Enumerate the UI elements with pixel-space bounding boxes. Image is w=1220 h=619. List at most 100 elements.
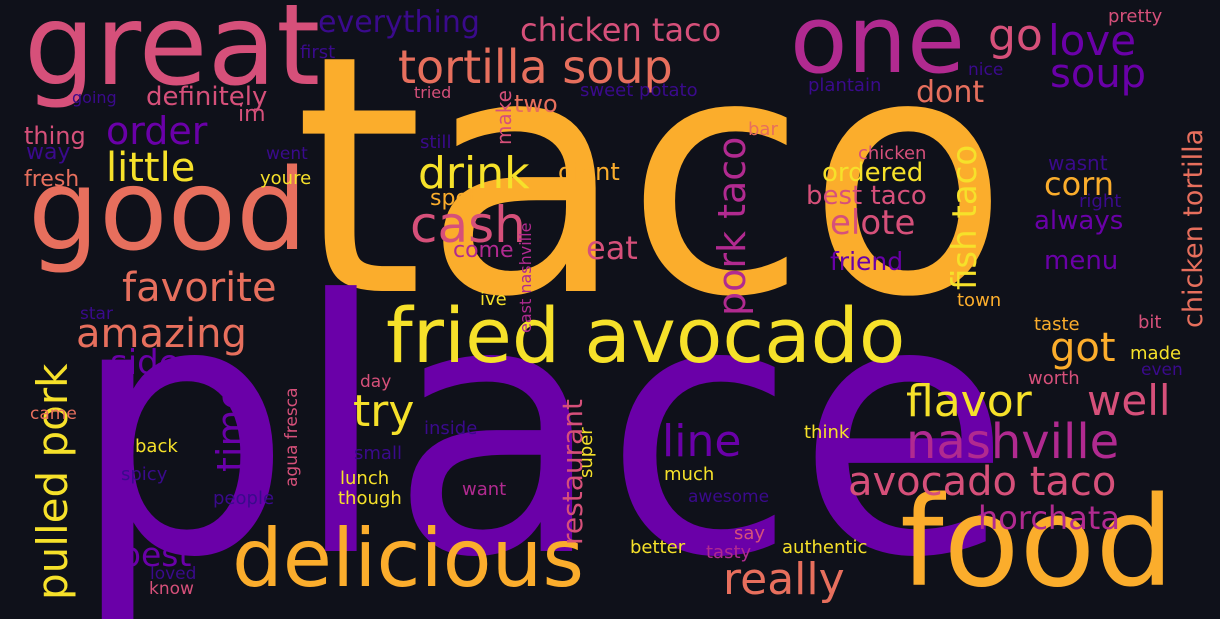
word-bit: bit — [1138, 312, 1162, 333]
word-much: much — [664, 464, 715, 485]
word-menu: menu — [1044, 246, 1119, 276]
word-youre: youre — [260, 168, 312, 189]
word-little: little — [106, 145, 196, 191]
word-nice: nice — [968, 60, 1004, 80]
word-fresh: fresh — [24, 167, 80, 192]
word-great: great — [24, 0, 321, 111]
word-pulled-pork: pulled pork — [28, 363, 77, 600]
word-made: made — [1130, 343, 1182, 364]
word-authentic: authentic — [782, 537, 868, 558]
word-amazing: amazing — [76, 311, 247, 357]
word-go: go — [988, 10, 1043, 61]
word-corn: corn — [1044, 165, 1115, 203]
word-agua-fresca: agua fresca — [282, 387, 302, 488]
word-avocado-taco: avocado taco — [848, 459, 1117, 505]
word-cash: cash — [410, 196, 526, 254]
word-thing: thing — [24, 122, 86, 150]
word-even: even — [1141, 360, 1183, 380]
word-town: town — [957, 290, 1002, 311]
word-east-nashville: east nashville — [516, 222, 535, 333]
word-first: first — [300, 42, 336, 63]
word-tortilla-soup: tortilla soup — [398, 40, 673, 94]
word-always: always — [1034, 206, 1124, 236]
word-drink: drink — [418, 148, 530, 199]
word-friend: friend — [830, 247, 904, 276]
word-wasnt: wasnt — [1048, 151, 1108, 175]
word-food: food — [900, 471, 1175, 615]
word-way: way — [26, 140, 71, 165]
word-come: come — [453, 238, 514, 263]
word-better: better — [630, 537, 686, 558]
word-im: im — [238, 102, 266, 127]
word-sweet-potato: sweet potato — [580, 80, 698, 101]
word-got: got — [1050, 325, 1116, 371]
word-went: went — [266, 144, 308, 164]
word-day: day — [360, 372, 392, 392]
word-chicken-taco: chicken taco — [520, 11, 722, 49]
word-taco: taco — [294, 0, 1009, 369]
word-definitely: definitely — [146, 82, 268, 112]
word-spot: spot — [430, 186, 478, 211]
word-right: right — [1079, 191, 1122, 212]
word-love: love — [1048, 16, 1137, 65]
word-tried: tried — [414, 83, 452, 102]
word-really: really — [723, 554, 845, 605]
word-well: well — [1087, 376, 1171, 425]
word-star: star — [80, 304, 113, 324]
word-ive: ive — [480, 289, 507, 310]
word-chicken-tortilla: chicken tortilla — [1178, 128, 1209, 328]
word-soup: soup — [1050, 51, 1147, 97]
word-awesome: awesome — [688, 487, 770, 507]
word-came: came — [30, 404, 77, 424]
word-taste: taste — [1034, 314, 1080, 335]
word-back: back — [135, 436, 178, 457]
word-try: try — [353, 386, 415, 437]
word-two: two — [514, 90, 558, 118]
word-favorite: favorite — [122, 265, 277, 311]
word-small: small — [354, 443, 402, 464]
word-inside: inside — [424, 418, 478, 439]
word-lunch: lunch — [340, 468, 390, 489]
word-fried-avocado: fried avocado — [386, 291, 906, 380]
word-going: going — [72, 88, 117, 107]
word-want: want — [462, 479, 507, 500]
word-good: good — [28, 146, 308, 276]
word-best: best — [120, 535, 192, 574]
word-horchata: horchata — [978, 499, 1120, 537]
word-nashville: nashville — [906, 414, 1120, 470]
word-think: think — [804, 422, 850, 443]
word-delicious: delicious — [232, 512, 584, 605]
word-pork-taco: pork taco — [710, 136, 754, 316]
word-super: super — [576, 427, 597, 478]
word-everything: everything — [318, 5, 480, 40]
word-one: one — [790, 0, 965, 95]
word-place: place — [70, 226, 1012, 619]
word-tasty: tasty — [706, 542, 752, 563]
word-dont: dont — [916, 75, 985, 110]
word-time: time — [209, 386, 253, 472]
word-line: line — [662, 416, 742, 467]
word-people: people — [213, 488, 275, 509]
word-side: side — [110, 343, 180, 383]
word-worth: worth — [1028, 368, 1080, 389]
word-plantain: plantain — [808, 75, 882, 96]
word-say: say — [734, 523, 766, 544]
word-bar: bar — [748, 119, 778, 140]
word-loved: loved — [150, 564, 197, 584]
word-chicken: chicken — [858, 143, 927, 164]
word-ordered: ordered — [822, 158, 924, 188]
word-flavor: flavor — [906, 376, 1032, 427]
word-know: know — [149, 579, 194, 599]
word-though: though — [338, 488, 402, 509]
word-spicy: spicy — [121, 464, 168, 485]
word-elote: elote — [830, 203, 916, 243]
word-make: make — [492, 90, 516, 145]
word-pretty: pretty — [1108, 6, 1163, 27]
word-order: order — [106, 109, 208, 153]
word-eat: eat — [586, 229, 638, 267]
word-still: still — [420, 132, 452, 153]
word-best-taco: best taco — [806, 181, 927, 211]
word-didnt: didnt — [558, 158, 620, 186]
word-fish-taco: fish taco — [945, 144, 985, 290]
